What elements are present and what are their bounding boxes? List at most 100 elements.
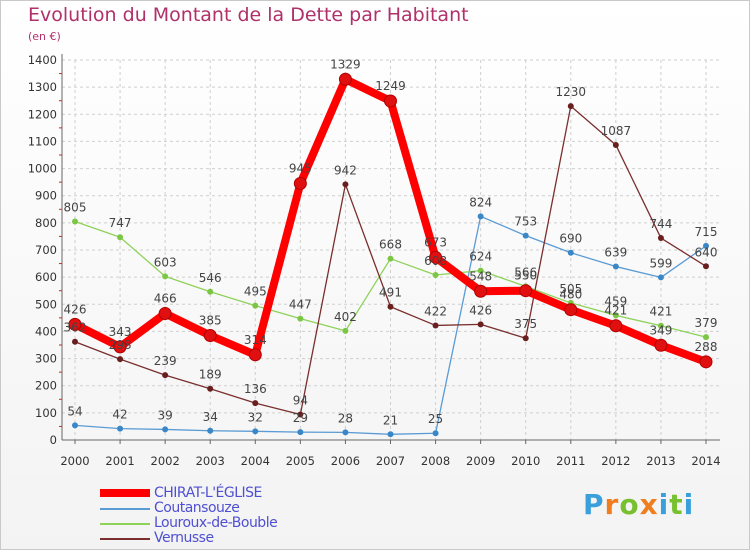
data-label: 505 [559, 282, 582, 296]
data-point [522, 335, 529, 342]
data-point [567, 103, 574, 110]
data-label: 824 [469, 195, 492, 209]
y-tick-label: 700 [35, 243, 57, 257]
x-tick-label: 2005 [286, 454, 315, 468]
legend-swatch [100, 489, 150, 497]
data-labels: 54 42 39 34 32 29 28 21 25 824 753 690 639 599 715 805 7… [64, 57, 718, 427]
data-point [117, 234, 124, 241]
data-point [297, 429, 304, 436]
data-label: 349 [649, 323, 672, 337]
data-point [252, 400, 259, 407]
data-point [252, 428, 259, 435]
data-label: 375 [514, 317, 537, 331]
data-label: 447 [289, 298, 312, 312]
data-label: 189 [199, 368, 222, 382]
data-point [564, 303, 578, 317]
data-point [248, 348, 262, 362]
data-point [293, 177, 307, 190]
data-label: 39 [158, 408, 173, 422]
data-point [612, 263, 619, 270]
data-label: 288 [695, 340, 718, 354]
data-label: 298 [109, 338, 132, 352]
data-label: 550 [514, 269, 537, 283]
data-point [72, 338, 78, 345]
data-label: 546 [199, 271, 222, 285]
data-label: 94 [293, 393, 308, 407]
x-tick-label: 2013 [646, 454, 675, 468]
legend-label: Coutansouze [154, 500, 240, 516]
data-point [68, 317, 82, 331]
data-label: 480 [559, 288, 582, 302]
y-tick-label: 0 [50, 433, 57, 447]
y-tick-label: 1400 [28, 53, 57, 67]
data-point [203, 329, 217, 342]
data-label: 753 [514, 215, 537, 229]
axes: 0 100 200 300 400 500 600 700 800 900 1000 1100 1200… [28, 53, 721, 468]
data-label: 362 [64, 321, 87, 335]
data-label: 426 [469, 303, 492, 317]
y-tick-label: 200 [35, 379, 57, 393]
y-tick-label: 600 [35, 270, 57, 284]
data-label: 459 [604, 294, 627, 308]
legend-swatch [100, 523, 150, 525]
data-point [703, 242, 709, 249]
data-point [657, 274, 664, 281]
data-point [162, 273, 169, 280]
data-point [162, 372, 169, 379]
data-point [252, 302, 259, 309]
x-tick-label: 2007 [376, 454, 405, 468]
x-tick-label: 2001 [105, 454, 134, 468]
data-point [703, 334, 709, 341]
data-point [703, 263, 709, 270]
data-label: 239 [154, 354, 177, 368]
data-point [519, 284, 533, 298]
data-point [699, 355, 713, 369]
data-point [113, 340, 127, 354]
data-point [162, 426, 169, 433]
data-label: 402 [334, 310, 357, 324]
data-label: 690 [559, 232, 582, 246]
data-label: 466 [154, 292, 177, 306]
data-point [657, 322, 664, 329]
data-point [384, 94, 397, 108]
data-point [657, 235, 664, 242]
y-tick-label: 1200 [28, 107, 57, 121]
data-point [612, 141, 619, 148]
y-tick-label: 300 [35, 352, 57, 366]
logo-letter: o [619, 488, 640, 521]
x-tick-label: 2000 [60, 454, 89, 468]
y-tick-label: 100 [35, 406, 57, 420]
data-label: 421 [649, 305, 672, 319]
data-point [207, 385, 214, 392]
proxiti-logo: Proxiti [583, 488, 694, 521]
logo-letter: t [669, 488, 684, 521]
data-label: 42 [112, 408, 127, 422]
y-tick-label: 500 [35, 297, 57, 311]
chart-title: Evolution du Montant de la Dette par Hab… [28, 4, 469, 26]
data-label: 34 [203, 410, 218, 424]
y-tick-label: 800 [35, 216, 57, 230]
data-label: 945 [289, 162, 312, 176]
logo-letter: r [604, 488, 620, 521]
data-label: 54 [67, 404, 82, 418]
data-point [432, 430, 439, 437]
data-label: 1230 [556, 85, 587, 99]
data-label: 668 [379, 238, 402, 252]
logo-letter: i [658, 488, 670, 521]
data-label: 21 [383, 413, 398, 427]
y-tick-label: 900 [35, 189, 57, 203]
data-point [474, 284, 488, 298]
x-tick-label: 2014 [691, 454, 720, 468]
data-label: 25 [428, 412, 443, 426]
data-point [429, 250, 443, 264]
chart-subtitle: (en €) [28, 30, 61, 43]
data-point [207, 427, 214, 434]
data-point [567, 249, 574, 256]
data-label: 421 [604, 304, 627, 318]
data-label: 673 [424, 235, 447, 249]
data-label: 744 [649, 217, 672, 231]
data-label: 495 [244, 285, 267, 299]
data-point [387, 255, 394, 262]
data-label: 426 [64, 302, 87, 316]
data-label: 942 [334, 163, 357, 177]
